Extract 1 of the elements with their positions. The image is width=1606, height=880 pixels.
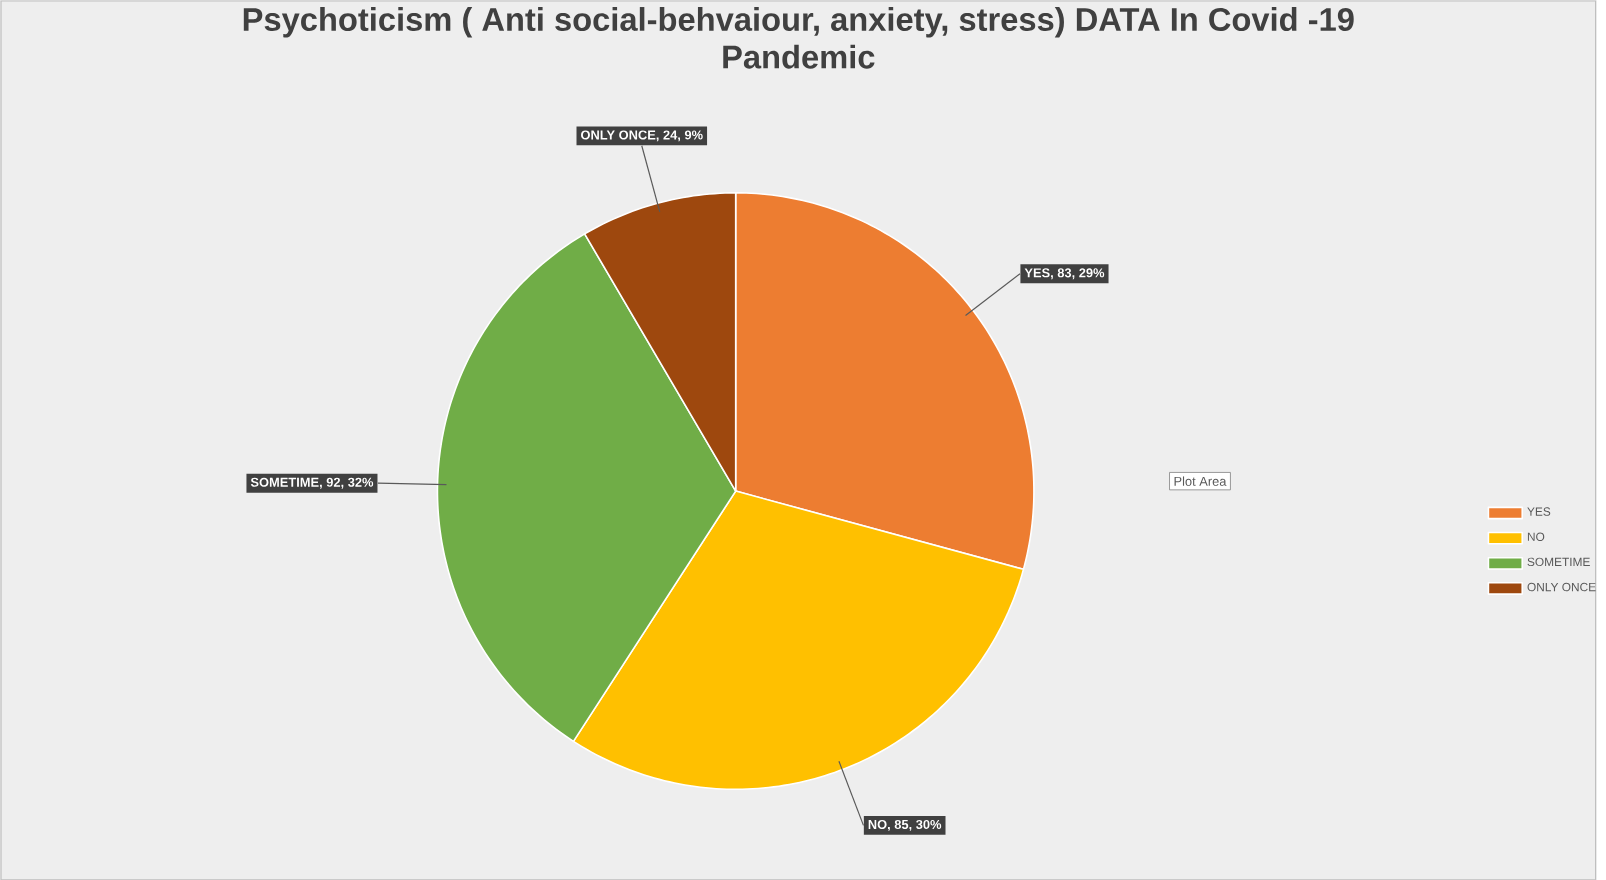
chart-title: Psychoticism ( Anti social-behvaiour, anxiety, stress) DATA In Covid -19 Pandemic: [243, 6, 1354, 69]
